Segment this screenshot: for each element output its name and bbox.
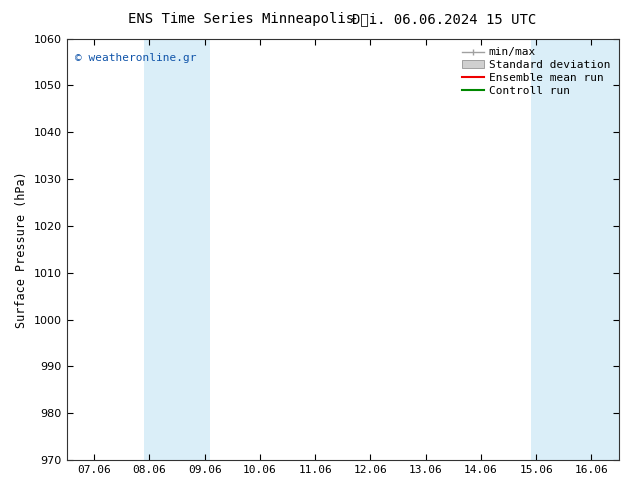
Bar <box>144 39 210 460</box>
Text: Đải. 06.06.2024 15 UTC: Đải. 06.06.2024 15 UTC <box>352 12 536 26</box>
Text: ENS Time Series Minneapolis: ENS Time Series Minneapolis <box>128 12 354 26</box>
Bar <box>531 39 624 460</box>
Legend: min/max, Standard deviation, Ensemble mean run, Controll run: min/max, Standard deviation, Ensemble me… <box>458 44 614 99</box>
Text: © weatheronline.gr: © weatheronline.gr <box>75 53 197 63</box>
Y-axis label: Surface Pressure (hPa): Surface Pressure (hPa) <box>15 171 28 328</box>
